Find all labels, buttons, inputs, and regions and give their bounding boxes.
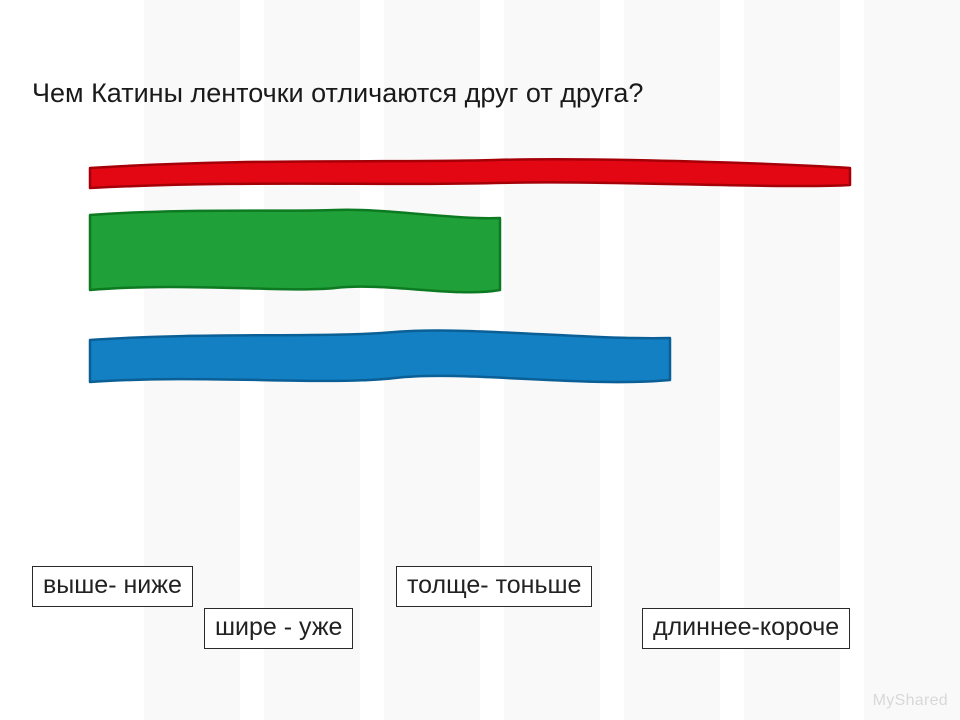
option-thicker-thinner[interactable]: толще- тоньше bbox=[396, 566, 592, 607]
green-ribbon bbox=[90, 210, 500, 293]
red-ribbon bbox=[90, 159, 850, 188]
option-label: толще- тоньше bbox=[407, 571, 581, 599]
option-higher-lower[interactable]: выше- ниже bbox=[32, 566, 193, 607]
ribbons-svg bbox=[85, 150, 905, 450]
option-longer-shorter[interactable]: длиннее-короче bbox=[642, 608, 850, 649]
option-wider-narrower[interactable]: шире - уже bbox=[204, 608, 353, 649]
option-label: шире - уже bbox=[215, 613, 342, 641]
option-label: выше- ниже bbox=[43, 571, 182, 599]
blue-ribbon bbox=[90, 330, 670, 382]
question-text: Чем Катины ленточки отличаются друг от д… bbox=[32, 78, 643, 109]
watermark-text: MyShared bbox=[873, 692, 948, 710]
ribbons-area bbox=[85, 150, 885, 450]
option-label: длиннее-короче bbox=[653, 613, 839, 641]
